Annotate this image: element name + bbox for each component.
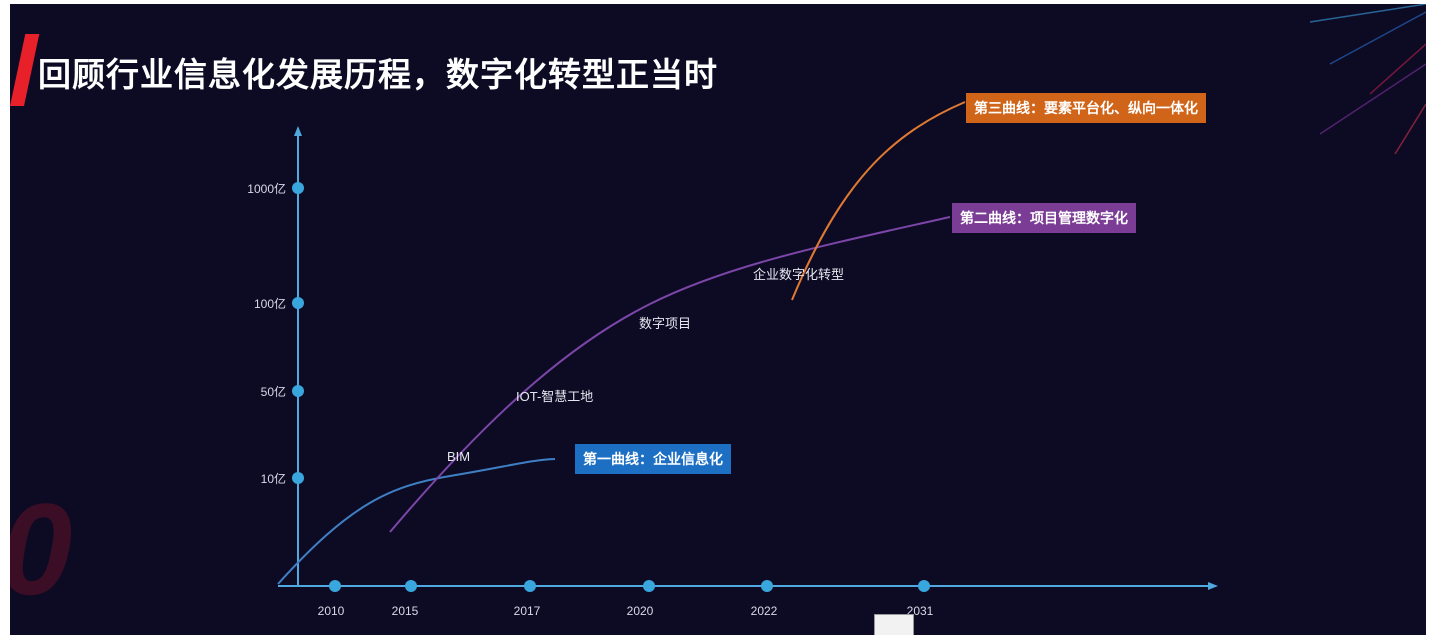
stage-label-bim: BIM bbox=[447, 449, 470, 464]
slide-title: 回顾行业信息化发展历程，数字化转型正当时 bbox=[38, 56, 718, 93]
small-logo-thumbnail bbox=[874, 614, 914, 635]
x-tick-dot-2017 bbox=[524, 580, 536, 592]
curve-3-line bbox=[791, 101, 966, 301]
stage-label-digital-project: 数字项目 bbox=[639, 316, 691, 331]
stage-label-enterprise-transformation: 企业数字化转型 bbox=[753, 267, 844, 282]
y-tick-label: 100亿 bbox=[254, 296, 286, 311]
growth-curves-diagram: 10亿 50亿 100亿 1000亿 2010 2015 2017 2020 2… bbox=[247, 4, 1426, 618]
x-tick-dot-2010 bbox=[329, 580, 341, 592]
x-tick-label: 2010 bbox=[318, 604, 345, 618]
y-tick-label: 50亿 bbox=[261, 384, 286, 399]
y-tick-label: 1000亿 bbox=[247, 181, 286, 196]
y-axis-arrow bbox=[294, 126, 302, 136]
curve-1-label: 第一曲线：企业信息化 bbox=[575, 444, 731, 474]
x-tick-dot-2020 bbox=[643, 580, 655, 592]
curve-1-line bbox=[277, 458, 556, 585]
curve-2-line bbox=[389, 216, 951, 533]
curve-3-label: 第三曲线：要素平台化、纵向一体化 bbox=[966, 93, 1206, 123]
y-tick-dot-100 bbox=[292, 297, 304, 309]
slide-canvas: 0 回顾行业信息化发展历程，数字化转型正当时 10亿 50亿 100亿 1000… bbox=[10, 4, 1426, 635]
decorative-streaks bbox=[1309, 4, 1426, 155]
y-tick-label: 10亿 bbox=[261, 471, 286, 486]
x-tick-label: 2022 bbox=[751, 604, 778, 618]
y-tick-dot-50 bbox=[292, 385, 304, 397]
x-tick-dot-2015 bbox=[405, 580, 417, 592]
y-tick-dot-10 bbox=[292, 472, 304, 484]
x-tick-dot-2022 bbox=[761, 580, 773, 592]
x-tick-label: 2017 bbox=[514, 604, 541, 618]
x-tick-label: 2015 bbox=[392, 604, 419, 618]
curve-2-label: 第二曲线：项目管理数字化 bbox=[952, 203, 1136, 233]
background-logo-mark: 0 bbox=[10, 474, 72, 624]
x-tick-dot-2031 bbox=[918, 580, 930, 592]
x-tick-label: 2020 bbox=[627, 604, 654, 618]
y-tick-dot-1000 bbox=[292, 182, 304, 194]
stage-label-iot: IOT-智慧工地 bbox=[516, 389, 593, 404]
x-axis-arrow bbox=[1208, 582, 1218, 590]
